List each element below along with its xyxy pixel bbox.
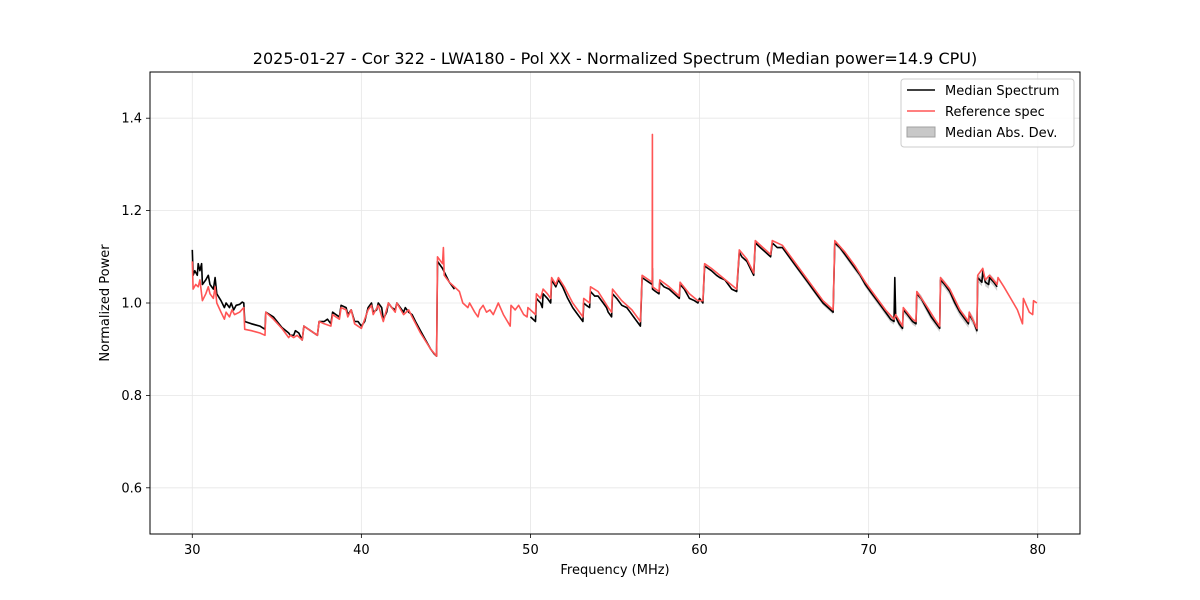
reference-spectrum-line [191, 133, 1038, 357]
x-tick-label: 70 [860, 543, 877, 558]
legend-median-label: Median Spectrum [945, 84, 1059, 99]
x-tick-label: 50 [522, 543, 539, 558]
x-tick-label: 60 [691, 543, 708, 558]
legend-mad-label: Median Abs. Dev. [945, 126, 1057, 141]
legend-box [900, 78, 1075, 148]
x-tick-label: 80 [1029, 543, 1046, 558]
ticks: 30 40 50 60 70 80 0.6 0.8 1.0 1.2 1.4 [121, 112, 1046, 558]
x-tick-label: 40 [353, 543, 370, 558]
legend: Median Spectrum Reference spec Median Ab… [900, 78, 1075, 148]
y-tick-label: 1.4 [121, 112, 142, 127]
y-tick-label: 0.6 [121, 481, 142, 496]
y-tick-label: 1.0 [121, 297, 142, 312]
legend-mad-swatch [906, 126, 936, 138]
median-spectrum-line [191, 249, 456, 357]
x-axis-title: Frequency (MHz) [560, 563, 669, 578]
y-axis-title: Normalized Power [98, 244, 113, 362]
legend-reference-label: Reference spec [945, 105, 1045, 120]
chart-title: 2025-01-27 - Cor 322 - LWA180 - Pol XX -… [253, 49, 977, 68]
lines-layer [191, 133, 1038, 357]
y-tick-label: 0.8 [121, 389, 142, 404]
x-tick-label: 30 [184, 543, 201, 558]
y-tick-label: 1.2 [121, 204, 142, 219]
